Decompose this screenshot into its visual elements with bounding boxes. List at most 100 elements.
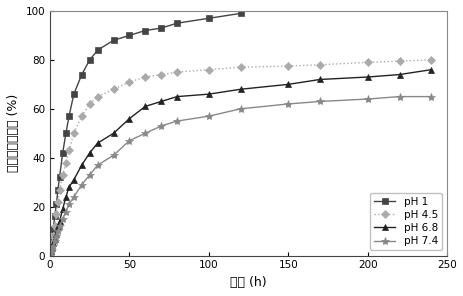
- pH 7.4: [63, 210, 69, 213]
- pH 1: [126, 34, 132, 37]
- pH 6.8: [428, 68, 433, 71]
- pH 4.5: [52, 224, 57, 228]
- pH 4.5: [158, 73, 163, 76]
- pH 4.5: [396, 59, 401, 63]
- pH 4.5: [238, 65, 243, 69]
- pH 7.4: [317, 100, 322, 103]
- pH 6.8: [55, 224, 61, 228]
- pH 4.5: [364, 61, 370, 64]
- pH 4.5: [55, 200, 61, 204]
- pH 6.8: [142, 104, 148, 108]
- pH 1: [142, 29, 148, 32]
- pH 4.5: [317, 63, 322, 67]
- pH 1: [158, 26, 163, 30]
- pH 7.4: [49, 248, 54, 251]
- Y-axis label: 累积释放百分率 (%): 累积释放百分率 (%): [7, 94, 20, 172]
- pH 7.4: [47, 254, 53, 258]
- Line: pH 1: pH 1: [47, 11, 243, 258]
- pH 7.4: [158, 124, 163, 128]
- pH 6.8: [206, 92, 211, 96]
- pH 4.5: [79, 114, 84, 118]
- pH 6.8: [63, 195, 69, 199]
- pH 1: [111, 38, 116, 42]
- pH 4.5: [63, 161, 69, 165]
- Line: pH 6.8: pH 6.8: [46, 66, 434, 259]
- pH 6.8: [52, 237, 57, 240]
- pH 7.4: [50, 244, 56, 248]
- pH 7.4: [53, 234, 59, 238]
- pH 1: [71, 92, 76, 96]
- pH 4.5: [71, 131, 76, 135]
- pH 7.4: [111, 154, 116, 157]
- pH 1: [56, 176, 62, 179]
- pH 4.5: [428, 58, 433, 62]
- pH 7.4: [206, 114, 211, 118]
- pH 6.8: [364, 75, 370, 79]
- pH 6.8: [317, 78, 322, 81]
- pH 7.4: [48, 250, 53, 254]
- pH 1: [53, 202, 59, 206]
- pH 7.4: [79, 183, 84, 186]
- pH 6.8: [56, 220, 62, 223]
- pH 4.5: [60, 173, 65, 177]
- pH 6.8: [87, 151, 92, 155]
- pH 7.4: [174, 119, 180, 123]
- pH 4.5: [49, 242, 54, 245]
- pH 6.8: [53, 232, 59, 235]
- pH 4.5: [87, 102, 92, 106]
- pH 7.4: [142, 131, 148, 135]
- pH 6.8: [79, 163, 84, 167]
- pH 4.5: [206, 68, 211, 71]
- pH 4.5: [174, 70, 180, 74]
- pH 1: [63, 131, 69, 135]
- Line: pH 7.4: pH 7.4: [46, 92, 434, 260]
- pH 6.8: [238, 88, 243, 91]
- Legend: pH 1, pH 4.5, pH 6.8, pH 7.4: pH 1, pH 4.5, pH 6.8, pH 7.4: [369, 193, 441, 250]
- pH 7.4: [60, 217, 65, 221]
- pH 4.5: [94, 95, 100, 98]
- pH 1: [55, 188, 61, 191]
- pH 7.4: [428, 95, 433, 98]
- pH 4.5: [50, 234, 56, 238]
- pH 6.8: [48, 249, 53, 252]
- X-axis label: 时间 (h): 时间 (h): [230, 276, 266, 289]
- pH 6.8: [60, 207, 65, 211]
- pH 1: [50, 227, 56, 231]
- pH 7.4: [238, 107, 243, 111]
- pH 6.8: [50, 242, 56, 245]
- pH 6.8: [285, 83, 290, 86]
- pH 4.5: [111, 88, 116, 91]
- pH 1: [49, 237, 54, 240]
- pH 6.8: [174, 95, 180, 98]
- pH 7.4: [71, 195, 76, 199]
- pH 1: [52, 215, 57, 218]
- pH 6.8: [111, 131, 116, 135]
- pH 7.4: [55, 229, 61, 233]
- pH 7.4: [126, 139, 132, 142]
- pH 1: [60, 151, 65, 155]
- pH 1: [48, 244, 53, 248]
- pH 4.5: [53, 212, 59, 216]
- pH 7.4: [52, 239, 57, 243]
- pH 6.8: [158, 100, 163, 103]
- pH 4.5: [47, 254, 53, 258]
- pH 4.5: [142, 75, 148, 79]
- pH 1: [79, 73, 84, 76]
- pH 1: [66, 114, 72, 118]
- pH 4.5: [56, 188, 62, 191]
- pH 4.5: [285, 64, 290, 68]
- pH 4.5: [66, 149, 72, 152]
- pH 6.8: [126, 117, 132, 120]
- Line: pH 4.5: pH 4.5: [47, 57, 433, 258]
- pH 6.8: [66, 185, 72, 189]
- pH 4.5: [126, 80, 132, 84]
- pH 6.8: [47, 254, 53, 258]
- pH 7.4: [87, 173, 92, 177]
- pH 1: [206, 17, 211, 20]
- pH 6.8: [396, 73, 401, 76]
- pH 1: [94, 48, 100, 52]
- pH 1: [174, 21, 180, 25]
- pH 7.4: [396, 95, 401, 98]
- pH 4.5: [48, 247, 53, 250]
- pH 7.4: [285, 102, 290, 106]
